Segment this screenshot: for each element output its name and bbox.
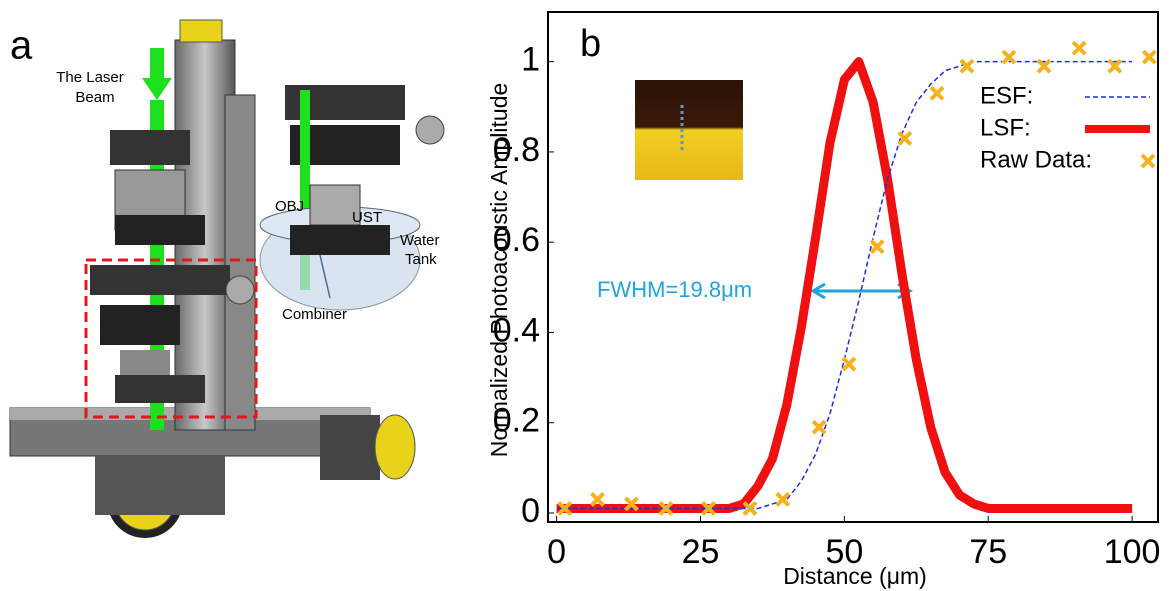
x-tick-label: 50	[825, 533, 863, 571]
laser-label: The Laser	[56, 69, 124, 86]
panel-b-label: b	[580, 23, 601, 65]
panel-a-label: a	[10, 24, 33, 68]
y-tick-label: 0.6	[493, 221, 540, 259]
x-tick-label: 0	[547, 533, 566, 571]
combiner-label: Combiner	[282, 306, 347, 323]
raw-data-point	[624, 496, 639, 512]
tank-label: Tank	[405, 251, 437, 268]
tank-label: Water	[400, 232, 439, 249]
legend-label: Raw Data:	[980, 146, 1092, 173]
raw-data-point	[929, 85, 945, 101]
raw-data-point	[897, 130, 913, 146]
raw-data-point	[1107, 58, 1123, 74]
raw-data-point	[811, 419, 827, 435]
x-tick-label: 100	[1104, 533, 1161, 571]
laser-label: Beam	[75, 89, 114, 106]
raw-data-point	[775, 492, 791, 507]
raw-data-point	[742, 501, 758, 516]
raw-data-point	[959, 58, 975, 74]
y-tick-label: 0.8	[493, 131, 540, 169]
raw-data-point	[557, 501, 573, 516]
ust-label: UST	[352, 209, 382, 226]
inset-image	[635, 80, 743, 180]
legend-label: LSF:	[980, 114, 1031, 141]
raw-data-point	[1141, 49, 1157, 65]
y-tick-label: 0	[521, 492, 540, 530]
fwhm-annotation: FWHM=19.8μm	[597, 277, 752, 302]
x-axis-label: Distance (μm)	[783, 563, 927, 589]
y-tick-label: 0.4	[493, 311, 540, 349]
x-tick-label: 25	[682, 533, 720, 571]
series-line	[556, 57, 1133, 513]
legend-label: ESF:	[980, 82, 1033, 109]
raw-data-point	[869, 239, 885, 255]
raw-data-point	[1036, 58, 1052, 74]
y-tick-label: 0.2	[493, 402, 540, 440]
obj-label: OBJ	[275, 198, 304, 215]
raw-data-point	[841, 356, 857, 372]
raw-data-point	[590, 492, 605, 507]
raw-data-point	[701, 501, 716, 516]
raw-data-point	[658, 501, 674, 516]
raw-data-point	[1001, 49, 1017, 65]
y-tick-label: 1	[521, 41, 540, 79]
y-axis-label: Normalized Photoacoustic Amplitude	[486, 83, 512, 458]
x-tick-label: 75	[969, 533, 1007, 571]
raw-data-point	[1071, 40, 1087, 56]
instrument-drawing	[9, 19, 445, 538]
plot-frame	[547, 11, 1159, 523]
legend-marker	[1140, 153, 1156, 169]
